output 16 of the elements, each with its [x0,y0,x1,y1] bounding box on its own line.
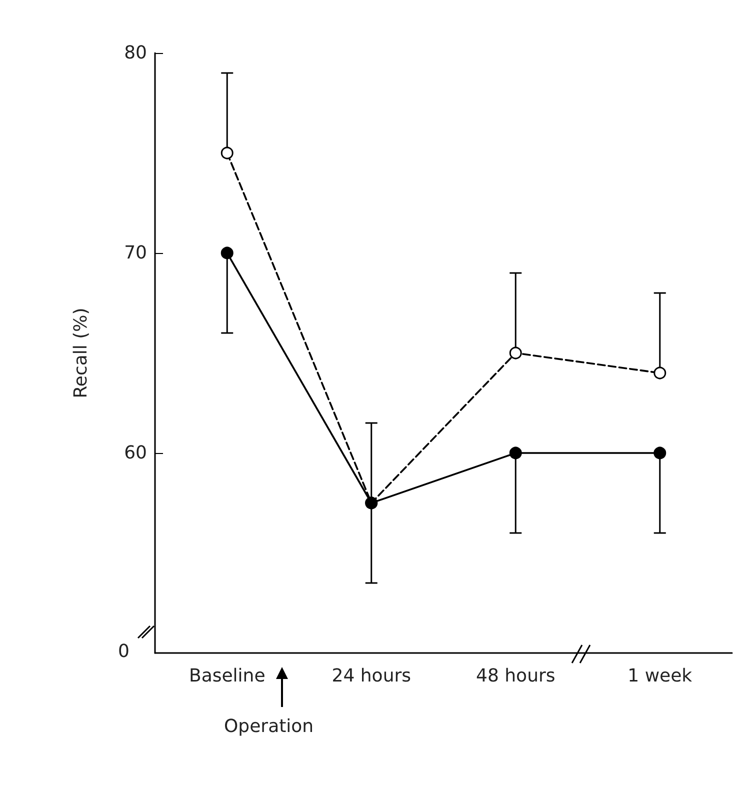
point [220,246,234,260]
x-tick-label: 48 hours [476,666,556,686]
x-tick-label: Baseline [188,666,266,686]
y-tick-label: 70 [124,242,147,264]
y-axis-title: Recall (%) [70,308,92,398]
x-tick-label: 24 hours [332,666,411,686]
point [654,446,666,460]
text: 0 [118,641,130,662]
text: Operation [224,716,314,737]
point [509,446,522,460]
point [220,146,234,160]
point [509,346,522,360]
y-tick-label: 60 [124,442,147,464]
point [654,366,666,380]
x-tick-label: 1 week [628,666,693,686]
y-tick-label: 80 [124,42,147,64]
